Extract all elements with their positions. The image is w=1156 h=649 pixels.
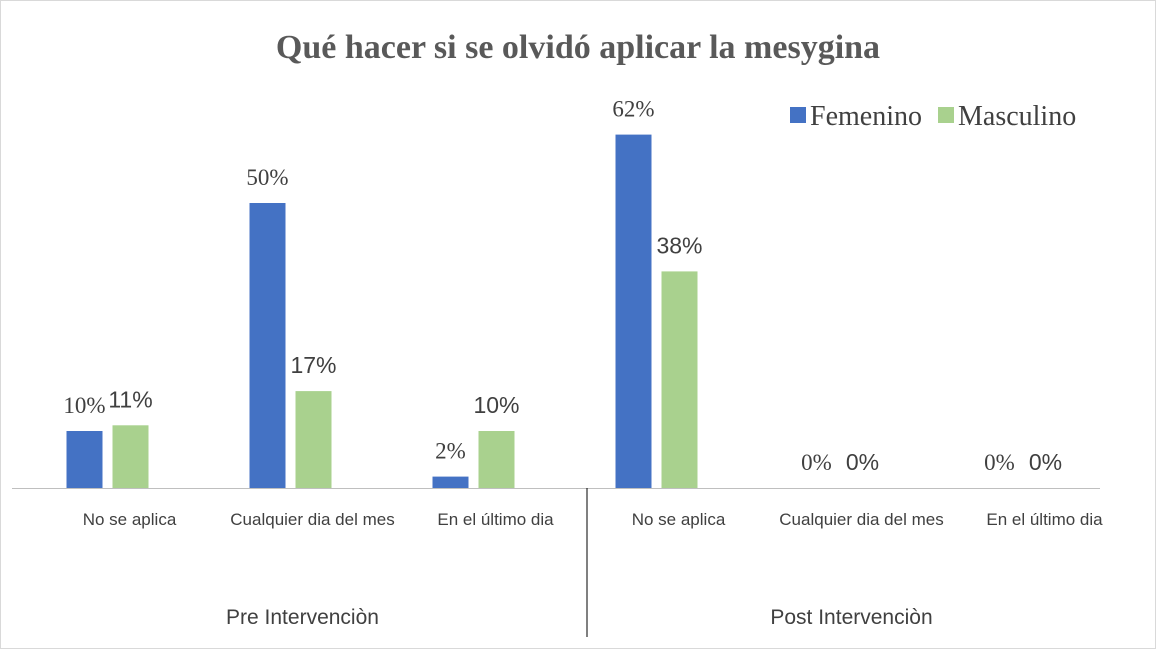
x-tick-label: Cualquier dia del mes — [779, 510, 944, 529]
data-label: 11% — [108, 386, 152, 412]
data-label: 10% — [63, 393, 105, 418]
legend-label: Masculino — [958, 101, 1076, 132]
data-label: 0% — [1029, 449, 1062, 475]
bar — [295, 391, 332, 488]
x-tick-label: En el último dia — [437, 510, 554, 529]
x-tick-label: No se aplica — [631, 510, 726, 529]
bar — [478, 431, 515, 488]
data-label: 50% — [246, 165, 288, 190]
bar — [615, 134, 652, 488]
bar — [661, 271, 698, 488]
bar — [432, 476, 469, 488]
data-label: 2% — [435, 439, 466, 464]
data-label: 17% — [290, 352, 336, 378]
legend-swatch — [938, 107, 954, 123]
legend-swatch — [790, 107, 806, 123]
data-label: 0% — [984, 450, 1015, 475]
x-tick-label: No se aplica — [82, 510, 177, 529]
data-label: 10% — [473, 392, 519, 418]
data-label: 0% — [846, 449, 879, 475]
data-label: 38% — [656, 232, 702, 258]
data-label: 62% — [612, 97, 654, 122]
bar — [66, 431, 103, 488]
legend-label: Femenino — [810, 101, 922, 132]
data-label: 0% — [801, 450, 832, 475]
x-tick-label: En el último dia — [986, 510, 1103, 529]
group-label: Pre Intervenciòn — [226, 606, 379, 629]
chart-title: Qué hacer si se olvidó aplicar la mesygi… — [276, 29, 880, 66]
bar — [112, 425, 149, 488]
group-label: Post Intervenciòn — [770, 606, 933, 629]
x-tick-label: Cualquier dia del mes — [230, 510, 395, 529]
bar — [249, 203, 286, 488]
